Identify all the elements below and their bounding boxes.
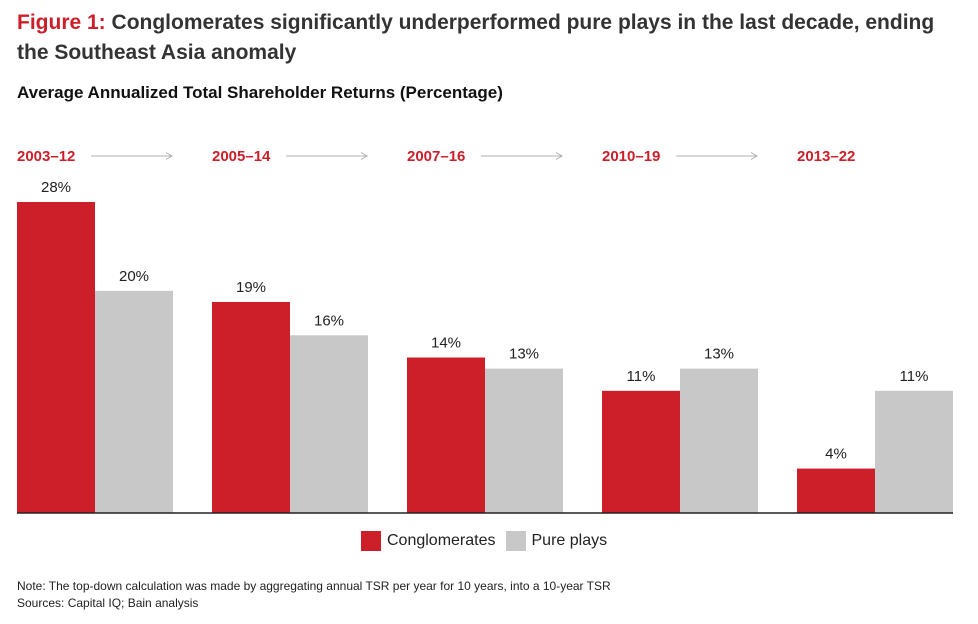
data-label-conglomerates-1: 19%	[236, 279, 266, 296]
data-labels: 28% 20% 19% 16% 14% 13% 11% 13% 4% 11%	[41, 179, 928, 463]
data-label-conglomerates-2: 14%	[431, 335, 461, 352]
period-label-1: 2005–14	[212, 148, 271, 165]
bar-conglomerates-1	[212, 301, 290, 513]
note-text: Note: The top-down calculation was made …	[17, 579, 611, 593]
bar-conglomerates-3	[602, 390, 680, 513]
period-arrow-head-3	[750, 152, 758, 160]
chart-subtitle: Average Annualized Total Shareholder Ret…	[17, 83, 503, 102]
sources-text: Sources: Capital IQ; Bain analysis	[17, 596, 199, 610]
bar-conglomerates-4	[797, 468, 875, 513]
data-label-pure-plays-1: 16%	[314, 312, 344, 329]
period-arrow-head-1	[360, 152, 368, 160]
legend-label-conglomerates: Conglomerates	[387, 532, 496, 549]
period-arrows	[91, 152, 758, 160]
legend-swatch-conglomerates	[361, 531, 381, 551]
period-arrow-head-0	[165, 152, 173, 160]
data-label-pure-plays-4: 11%	[900, 368, 929, 385]
bar-pure-plays-2	[485, 368, 563, 513]
legend-item-conglomerates: Conglomerates	[361, 531, 496, 551]
chart-legend: Conglomerates Pure plays	[361, 531, 617, 551]
period-arrow-head-2	[555, 152, 563, 160]
bar-pure-plays-0	[95, 290, 173, 513]
bar-chart: 2003–12 2005–14 2007–16 2010–19 2013–22 28%2…	[17, 148, 953, 514]
figure-title-text: Conglomerates significantly underperform…	[17, 11, 935, 64]
legend-item-pure-plays: Pure plays	[505, 531, 608, 551]
bars	[17, 202, 953, 513]
bar-pure-plays-3	[680, 368, 758, 513]
figure-label: Figure 1:	[17, 11, 106, 34]
data-label-pure-plays-3: 13%	[704, 346, 734, 363]
figure-title: Figure 1: Conglomerates significantly un…	[17, 8, 957, 68]
data-label-conglomerates-3: 11%	[627, 368, 656, 385]
period-label-2: 2007–16	[407, 148, 465, 165]
period-label-0: 2003–12	[17, 148, 75, 165]
period-labels: 2003–12 2005–14 2007–16 2010–19 2013–22	[17, 148, 855, 165]
bar-conglomerates-2	[407, 357, 485, 513]
footnotes: Note: The top-down calculation was made …	[17, 578, 611, 612]
bar-pure-plays-1	[290, 335, 368, 513]
period-label-3: 2010–19	[602, 148, 660, 165]
data-label-conglomerates-0: 28%	[41, 179, 71, 196]
bar-pure-plays-4	[875, 390, 953, 513]
data-label-pure-plays-2: 13%	[509, 346, 539, 363]
legend-swatch-pure-plays	[505, 531, 526, 551]
legend-label-pure-plays: Pure plays	[531, 532, 608, 549]
data-label-pure-plays-0: 20%	[119, 268, 149, 285]
period-label-4: 2013–22	[797, 148, 855, 165]
data-label-conglomerates-4: 4%	[825, 446, 847, 463]
bar-conglomerates-0	[17, 202, 95, 513]
